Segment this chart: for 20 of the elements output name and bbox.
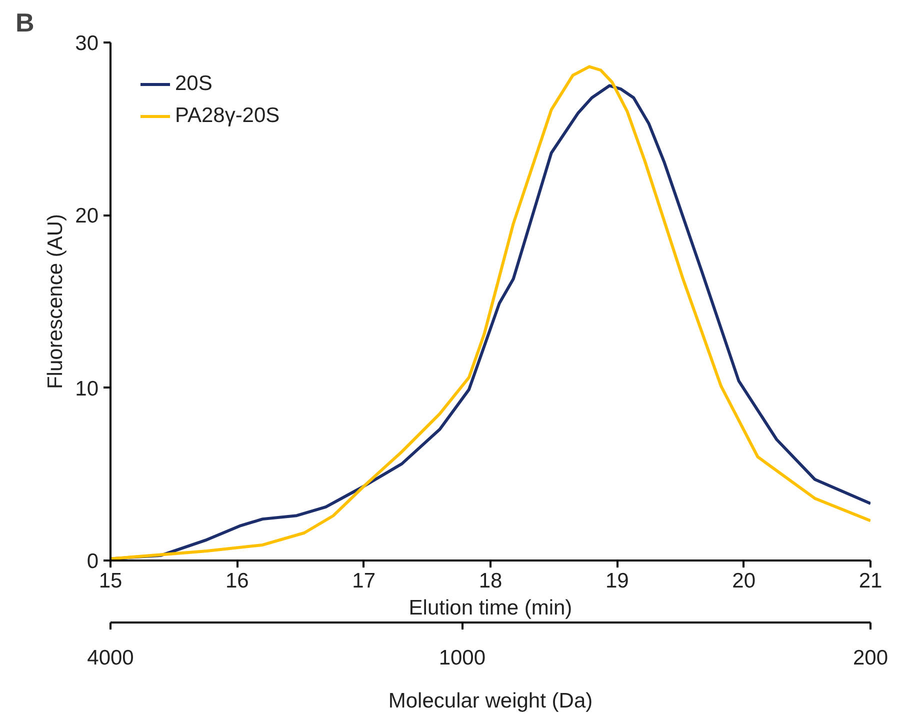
x-tick-label: 19 (605, 570, 629, 592)
x-tick-label: 20 (732, 570, 756, 592)
legend-label: PA28γ-20S (175, 104, 280, 128)
x-tick-label: 15 (98, 570, 122, 592)
x2-tick-label: 1000 (438, 646, 486, 670)
legend-label: 20S (175, 72, 212, 96)
x-tick-label: 18 (478, 570, 502, 592)
x-tick-label: 16 (225, 570, 249, 592)
chart-title: B (16, 8, 34, 38)
x2-tick-label: 200 (852, 646, 888, 670)
x2-tick-label: 4000 (87, 646, 134, 670)
y-tick-label: 0 (86, 550, 99, 573)
x-axis-title: Elution time (min) (408, 596, 572, 620)
y-tick-label: 20 (75, 204, 98, 228)
y-axis-title: Fluorescence (AU) (44, 214, 68, 390)
x2-axis-title: Molecular weight (Da) (388, 690, 593, 712)
y-tick-label: 30 (75, 32, 98, 55)
x-tick-label: 21 (858, 570, 882, 592)
y-tick-label: 10 (75, 377, 98, 400)
x-tick-label: 17 (352, 570, 376, 592)
